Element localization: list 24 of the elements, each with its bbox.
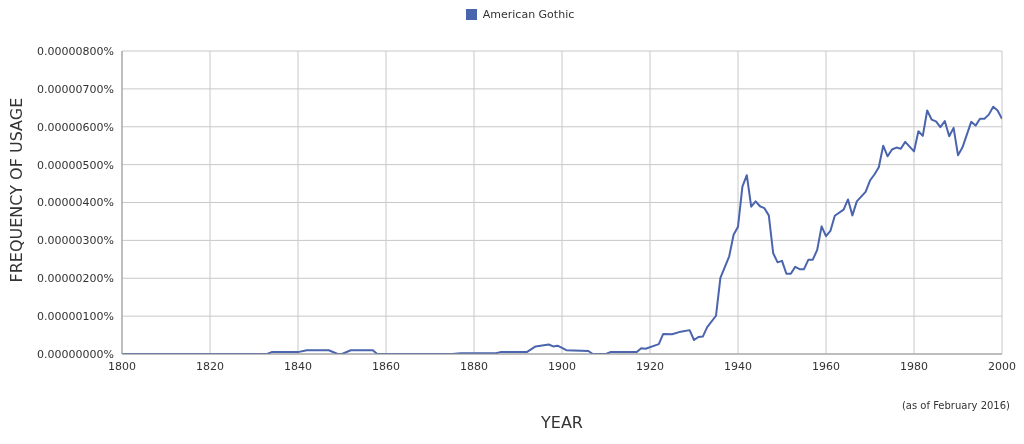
x-tick-label: 1900	[548, 359, 576, 373]
y-tick-label: 0.00000500%	[37, 158, 114, 172]
y-tick-label: 0.00000800%	[37, 44, 114, 58]
y-tick-label: 0.00000200%	[37, 272, 114, 286]
y-tick-label: 0.00000700%	[37, 82, 114, 96]
y-tick-label: 0.00000300%	[37, 234, 114, 248]
text: (as of February 2016)	[901, 400, 1010, 411]
x-tick-label: 1920	[636, 359, 664, 373]
y-tick-label: 0.00000600%	[37, 120, 114, 134]
x-tick-label: 1800	[108, 359, 136, 373]
x-tick-label: 1860	[372, 359, 400, 373]
legend-label: American Gothic	[481, 8, 575, 21]
x-tick-label: 1840	[284, 359, 312, 373]
x-tick-label: 1980	[900, 359, 928, 373]
y-tick-label: 0.00000000%	[37, 347, 114, 361]
y-tick-label: 0.00000100%	[37, 310, 114, 324]
x-axis-title: YEAR	[540, 413, 583, 432]
x-tick-label: 2000	[988, 359, 1016, 373]
x-tick-label: 1820	[196, 359, 224, 373]
y-tick-label: 0.00000400%	[37, 196, 114, 210]
x-tick-label: 1940	[724, 359, 752, 373]
y-axis-title: FREQUENCY OF USAGE	[6, 97, 26, 283]
x-tick-label: 1960	[812, 359, 840, 373]
x-tick-label: 1880	[460, 359, 488, 373]
